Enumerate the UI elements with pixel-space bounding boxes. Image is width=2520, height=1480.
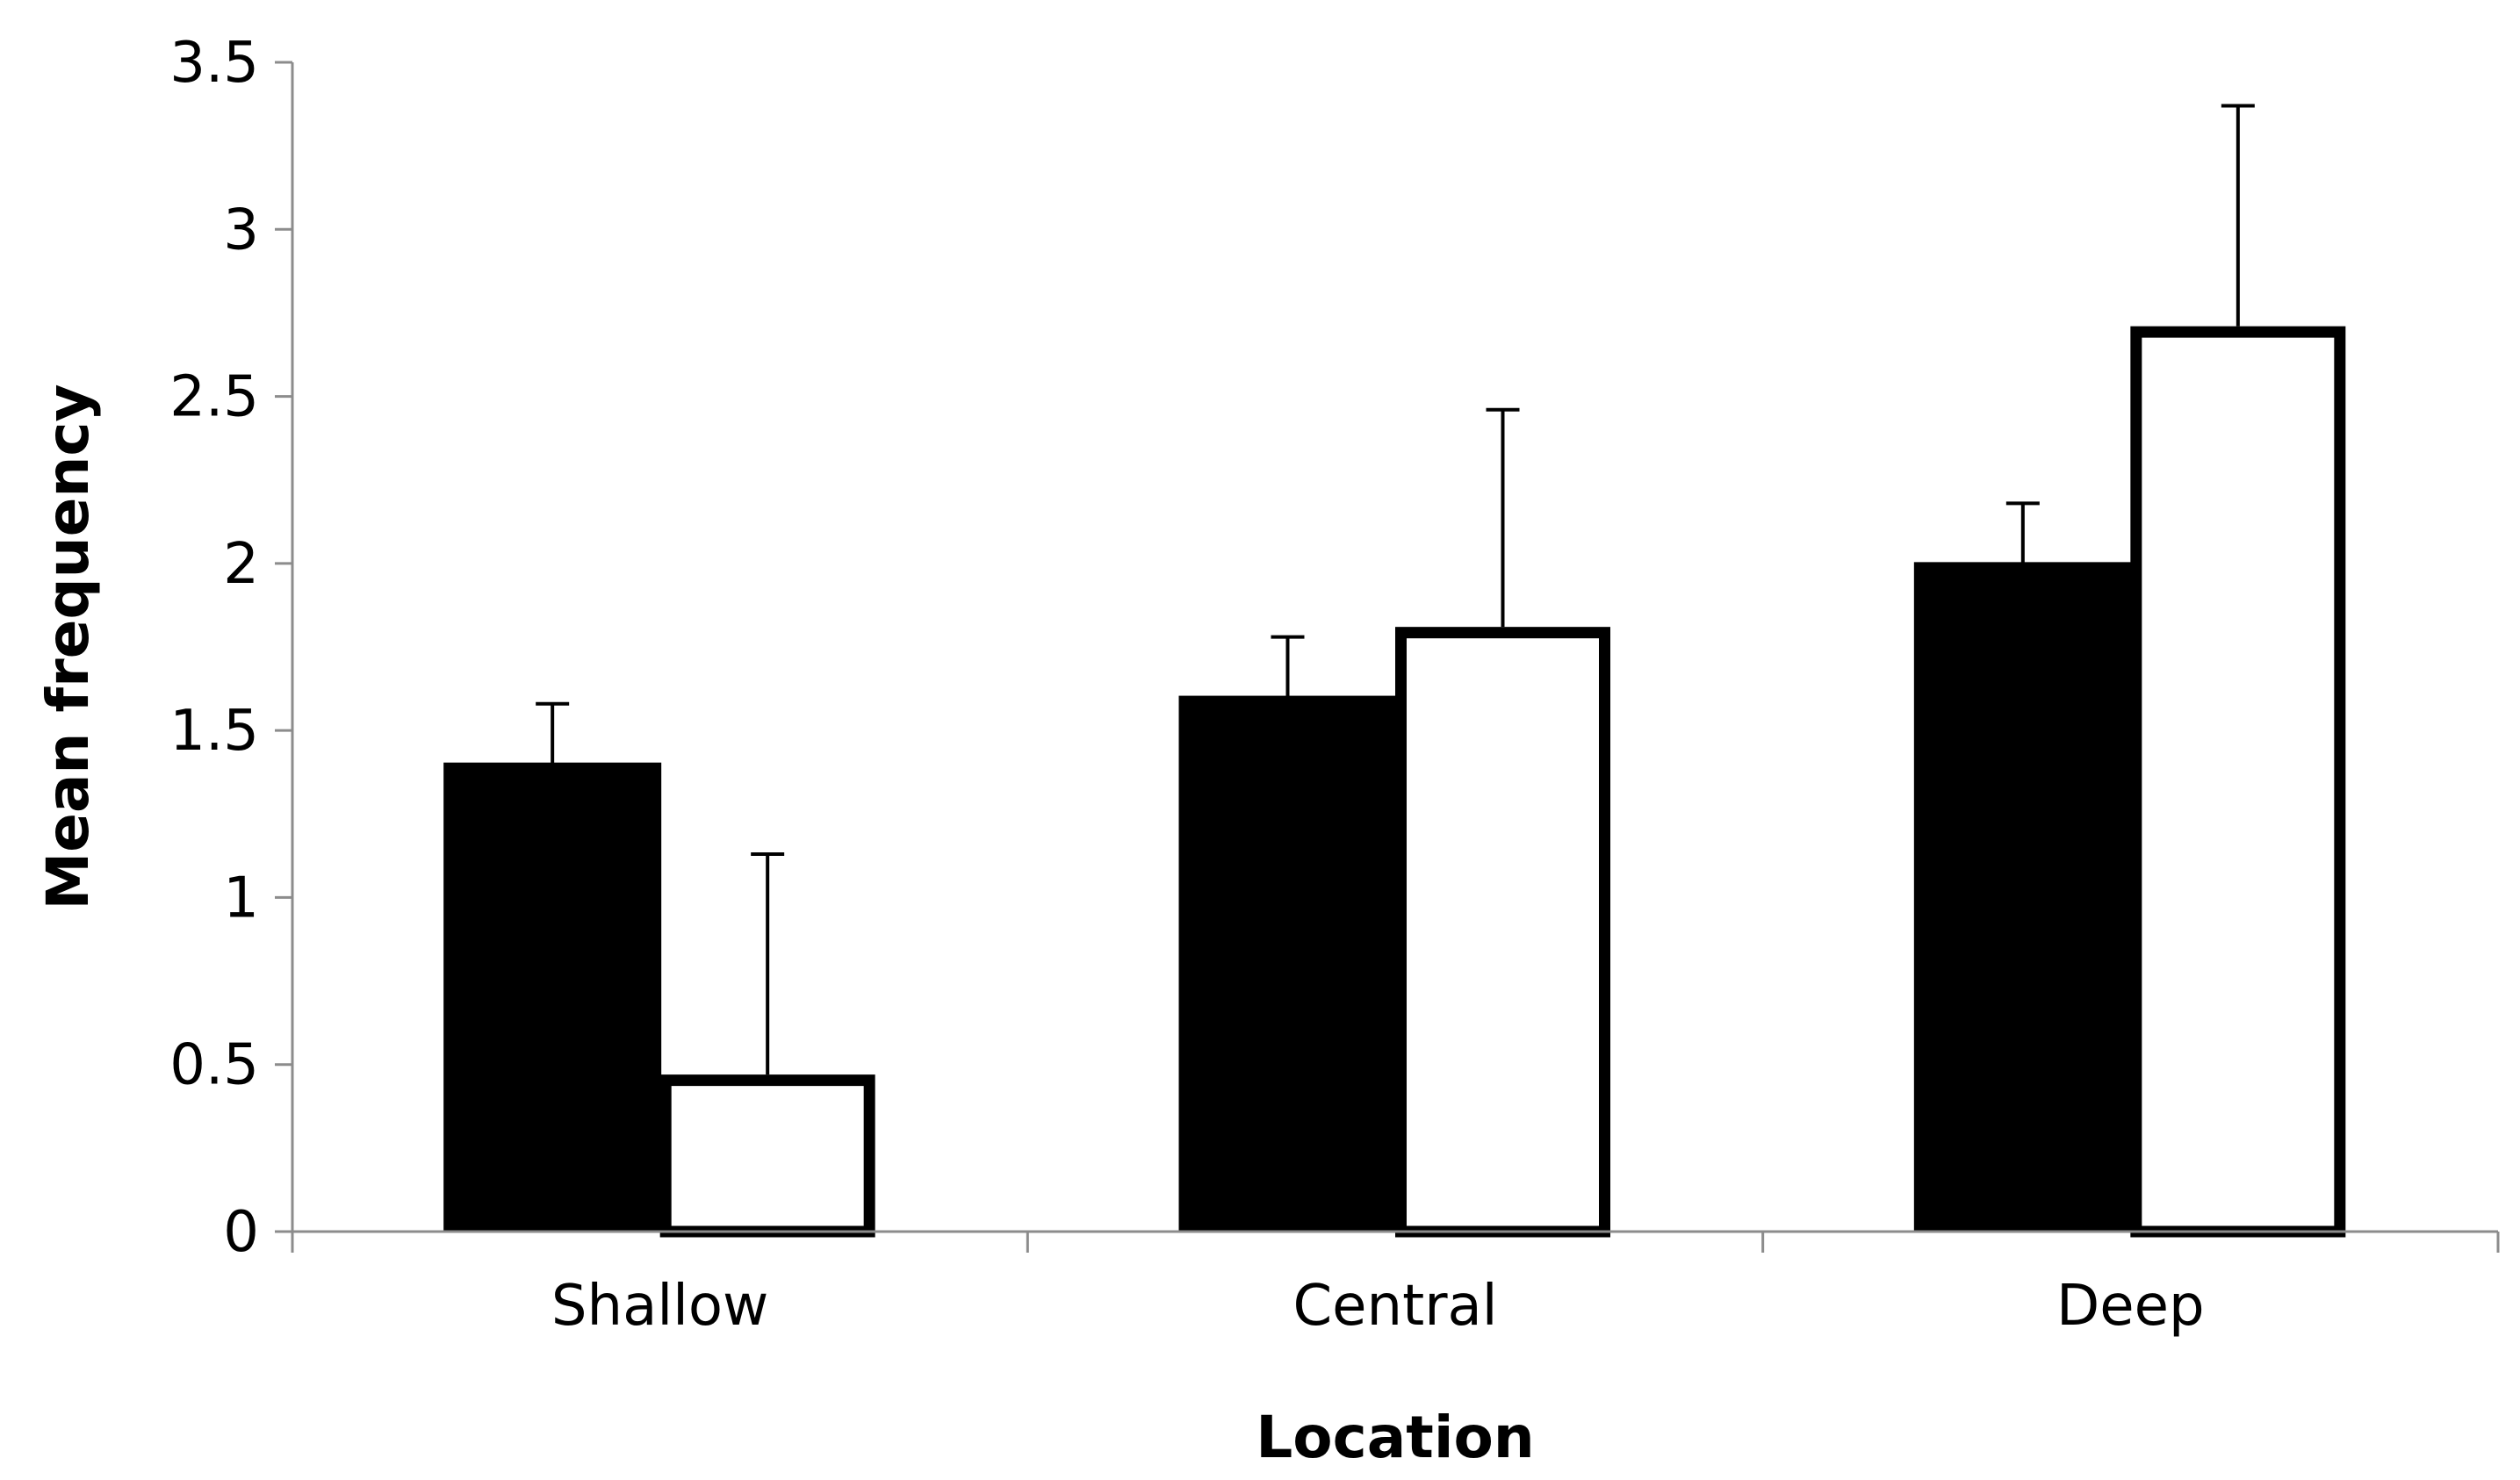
x-ticks: Shallow Central Deep	[291, 1232, 2500, 1339]
bar-series-2	[2130, 326, 2346, 1238]
bar-series-2	[659, 1074, 875, 1238]
y-ticks: 0 0.5 1 1.5 2 2.5 3 3.5	[169, 31, 292, 1265]
y-tick-label: 2.5	[169, 365, 259, 430]
y-tick-label: 1.5	[169, 699, 259, 764]
bar-series-1	[1178, 695, 1397, 1233]
y-tick-label: 2	[223, 532, 259, 597]
bar-series-2	[1395, 627, 1610, 1238]
bar-series-1	[443, 762, 662, 1233]
x-tick-label: Central	[1292, 1274, 1497, 1339]
y-tick-label: 3	[223, 198, 259, 262]
error-bars-layer	[536, 104, 2255, 1075]
x-axis-title: Location	[1256, 1404, 1535, 1471]
bar-series-1	[1913, 562, 2132, 1233]
x-tick-label: Deep	[2056, 1274, 2205, 1339]
y-tick-label: 0	[223, 1200, 259, 1265]
y-tick-label: 1	[223, 866, 259, 930]
x-tick-label: Shallow	[551, 1274, 768, 1339]
bars-layer	[443, 326, 2346, 1238]
y-tick-label: 0.5	[169, 1033, 259, 1098]
y-axis-title: Mean frequency	[34, 384, 102, 909]
y-tick-label: 3.5	[169, 31, 259, 96]
